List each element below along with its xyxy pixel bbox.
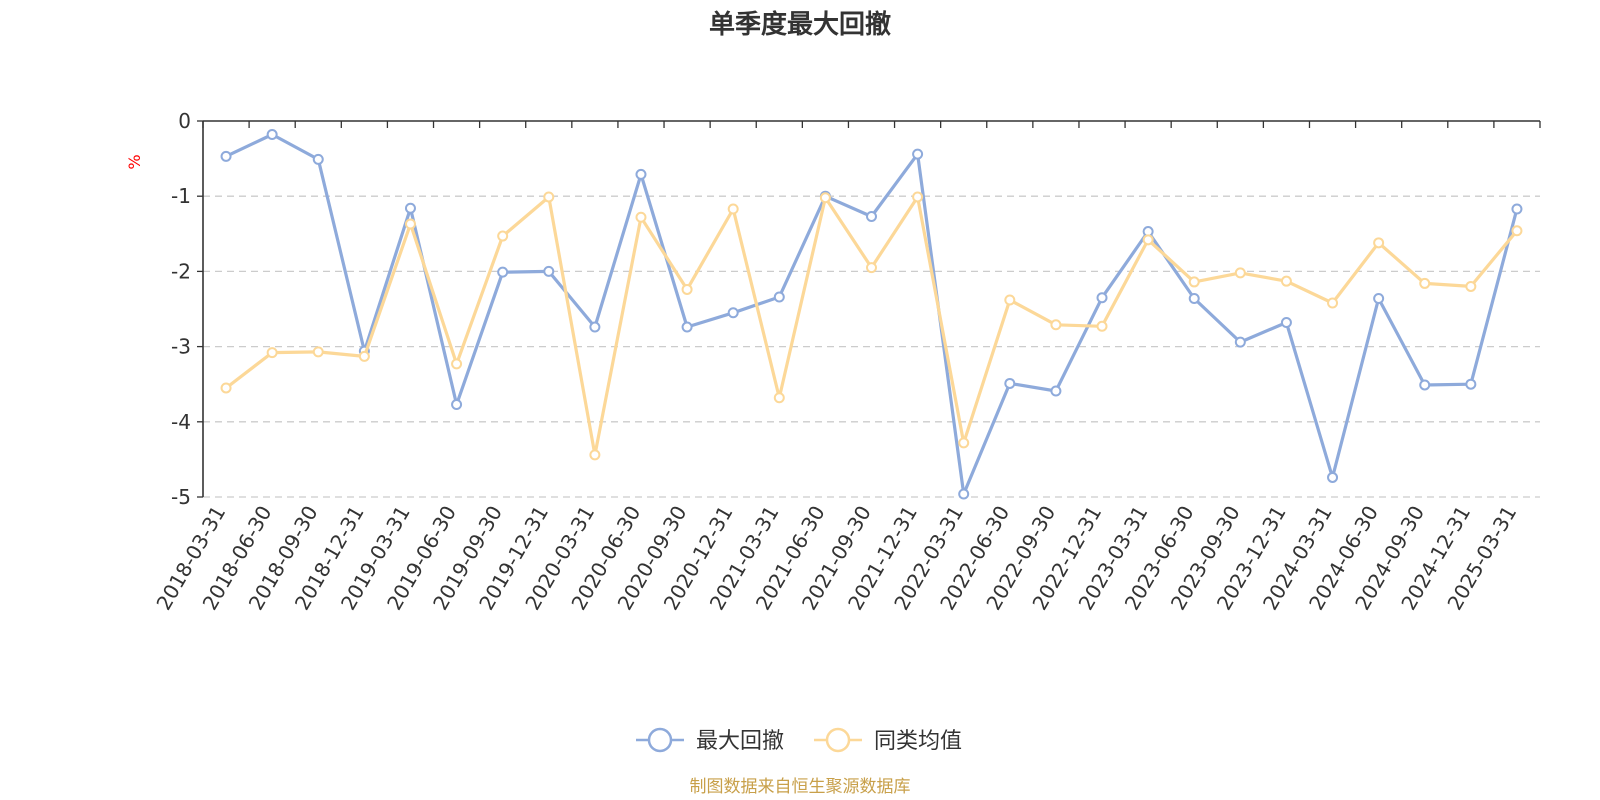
chart-title: 单季度最大回撤 (709, 9, 891, 40)
y-tick-label: -1 (171, 184, 191, 208)
data-point (589, 449, 601, 461)
data-point (312, 153, 324, 165)
data-point (404, 218, 416, 230)
legend-item[interactable]: 同类均值 (814, 727, 962, 754)
data-point (543, 265, 555, 277)
data-point (543, 191, 555, 203)
data-point (727, 203, 739, 215)
data-point (497, 230, 509, 242)
data-point (1327, 297, 1339, 309)
series-1 (220, 129, 1523, 500)
data-point (1188, 276, 1200, 288)
data-point (1050, 385, 1062, 397)
y-tick-label: -5 (171, 485, 191, 509)
data-point (1465, 378, 1477, 390)
data-source-note: 制图数据来自恒生聚源数据库 (690, 777, 911, 797)
legend-label: 最大回撤 (696, 729, 784, 754)
series-layer (220, 129, 1523, 500)
data-point (958, 437, 970, 449)
legend-marker-icon (647, 727, 673, 753)
data-point (1327, 471, 1339, 483)
data-point (220, 382, 232, 394)
data-point (1511, 225, 1523, 237)
data-point (773, 291, 785, 303)
data-point (312, 346, 324, 358)
data-point (912, 191, 924, 203)
data-point (958, 488, 970, 500)
data-point (1465, 280, 1477, 292)
series-2 (220, 191, 1523, 461)
data-point (1188, 292, 1200, 304)
y-tick-labels: 0 -1 -2 -3 -4 -5 (171, 109, 191, 509)
data-point (1096, 292, 1108, 304)
y-tick-label: 0 (178, 109, 191, 133)
x-tick-labels: 2018-03-312018-06-302018-09-302018-12-31… (151, 501, 1521, 614)
data-point (589, 321, 601, 333)
data-point (1280, 275, 1292, 287)
data-point (1419, 379, 1431, 391)
data-point (1004, 294, 1016, 306)
data-point (819, 192, 831, 204)
data-point (266, 129, 278, 141)
series-line (225, 132, 1519, 496)
data-point (266, 347, 278, 359)
data-point (497, 266, 509, 278)
y-tick-label: -3 (171, 335, 191, 359)
data-point (1511, 203, 1523, 215)
legend-marker-icon (825, 727, 851, 753)
data-point (681, 283, 693, 295)
data-point (220, 150, 232, 162)
data-point (1280, 317, 1292, 329)
series-line (225, 195, 1519, 457)
data-point (866, 262, 877, 274)
data-point (1373, 237, 1385, 249)
data-point (635, 211, 647, 223)
data-point (451, 358, 463, 370)
data-point (404, 202, 416, 214)
data-point (1419, 277, 1431, 289)
data-point (1234, 336, 1246, 348)
data-point (451, 399, 463, 411)
y-tick-label: -2 (171, 259, 191, 283)
data-point (773, 392, 785, 404)
y-axis-unit: % (125, 154, 144, 169)
data-point (912, 148, 924, 160)
legend-label: 同类均值 (874, 729, 962, 754)
data-point (681, 321, 693, 333)
legend-item[interactable]: 最大回撤 (636, 727, 784, 754)
data-point (358, 350, 370, 362)
legend[interactable]: 最大回撤 同类均值 (636, 727, 962, 754)
y-tick-label: -4 (171, 410, 191, 434)
data-point (635, 168, 647, 180)
data-point (727, 307, 739, 319)
data-point (1234, 267, 1246, 279)
data-point (1004, 377, 1016, 389)
data-point (866, 211, 877, 223)
data-point (1142, 234, 1154, 246)
data-point (1096, 320, 1108, 332)
axes (197, 120, 1541, 498)
data-point (1050, 319, 1062, 331)
data-point (1373, 292, 1385, 304)
